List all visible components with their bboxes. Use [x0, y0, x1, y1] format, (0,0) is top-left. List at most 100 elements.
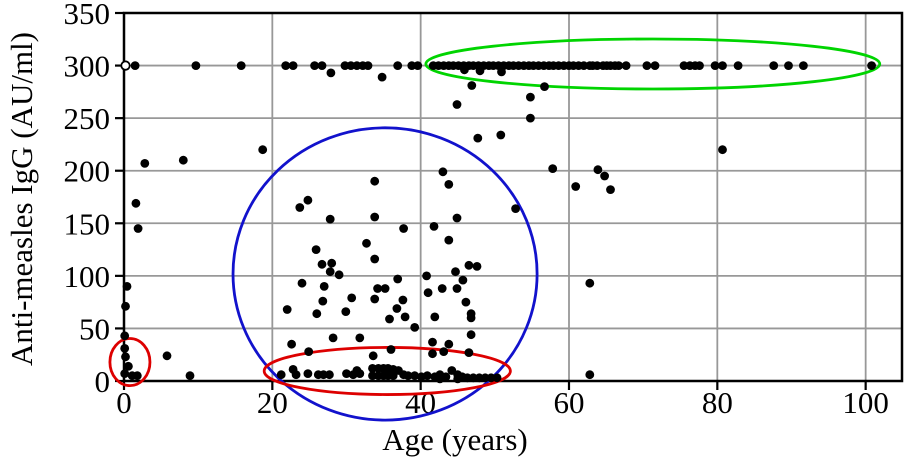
data-point	[121, 301, 130, 311]
data-point	[422, 271, 431, 281]
red-ellipse-infant-cluster	[108, 337, 152, 388]
data-point	[571, 182, 581, 191]
data-point	[370, 294, 380, 304]
data-point	[428, 349, 437, 359]
data-point	[398, 295, 408, 305]
data-point	[120, 331, 130, 341]
svg-text:350: 350	[64, 0, 111, 31]
data-point	[385, 314, 394, 324]
data-point	[733, 61, 743, 70]
data-point	[311, 245, 321, 255]
data-point	[130, 61, 140, 70]
svg-text:200: 200	[64, 154, 111, 189]
data-point	[437, 284, 447, 293]
blue-ellipse-mid-age-cluster	[231, 126, 539, 422]
data-point	[452, 213, 462, 223]
data-point	[140, 159, 150, 168]
data-point	[318, 296, 328, 306]
data-point	[621, 61, 631, 70]
svg-text:20: 20	[257, 385, 288, 420]
data-point	[600, 171, 609, 181]
data-point	[784, 61, 793, 70]
data-point	[452, 100, 462, 109]
data-point	[377, 72, 387, 82]
data-point	[400, 312, 410, 322]
data-point	[464, 260, 474, 270]
data-point	[319, 282, 329, 291]
data-point	[466, 313, 476, 323]
data-point	[429, 222, 439, 231]
data-point	[799, 61, 808, 70]
data-point	[120, 344, 130, 353]
data-point	[310, 61, 319, 70]
data-point	[373, 284, 382, 293]
data-point	[496, 130, 506, 140]
data-point	[444, 180, 454, 189]
data-point	[342, 369, 351, 378]
data-point	[355, 333, 365, 343]
data-point	[403, 371, 413, 381]
data-point	[393, 274, 403, 284]
data-point	[511, 204, 520, 214]
data-point	[317, 61, 327, 70]
data-point	[162, 351, 172, 361]
data-point	[303, 369, 313, 378]
data-point	[867, 61, 876, 70]
data-point	[410, 323, 420, 332]
data-point	[464, 348, 474, 357]
data-point	[718, 145, 727, 155]
data-point	[178, 155, 188, 165]
data-point	[423, 288, 433, 298]
data-point	[606, 185, 615, 195]
data-point	[439, 347, 449, 356]
data-point	[312, 309, 322, 319]
data-point	[370, 176, 380, 186]
data-point	[472, 262, 482, 271]
data-point	[695, 61, 704, 70]
svg-text:150: 150	[64, 206, 111, 241]
data-point	[281, 61, 291, 70]
data-point	[303, 195, 313, 205]
data-point	[133, 224, 143, 233]
data-point	[718, 61, 727, 70]
data-point	[368, 351, 378, 361]
data-point	[467, 81, 477, 90]
data-point	[441, 372, 451, 382]
data-point	[282, 305, 292, 314]
data-point	[526, 113, 535, 123]
gridlines	[124, 13, 902, 381]
data-point	[317, 259, 327, 269]
data-point	[585, 370, 595, 380]
data-point	[325, 214, 335, 224]
data-point	[650, 61, 660, 70]
svg-text:250: 250	[64, 101, 111, 136]
data-point	[122, 282, 132, 291]
data-point	[392, 304, 402, 313]
data-point	[288, 61, 298, 70]
data-point	[466, 330, 476, 340]
data-point	[258, 145, 268, 155]
plot-border	[122, 11, 904, 383]
data-point	[355, 369, 365, 378]
data-point	[276, 370, 286, 380]
data-point	[185, 371, 195, 381]
data-points	[120, 60, 876, 384]
data-point	[287, 339, 296, 349]
data-point	[295, 203, 305, 212]
data-point	[347, 293, 357, 303]
data-point	[123, 361, 133, 371]
data-point	[430, 312, 440, 322]
data-point	[236, 61, 246, 70]
data-point	[614, 61, 624, 70]
data-point	[399, 224, 408, 233]
green-ellipse-high-titer-row	[424, 37, 882, 91]
data-point	[393, 61, 403, 70]
svg-text:50: 50	[79, 311, 110, 346]
data-point	[334, 270, 344, 280]
data-point	[131, 198, 141, 208]
data-point	[120, 369, 130, 378]
svg-text:80: 80	[702, 385, 733, 420]
data-point	[291, 370, 301, 380]
data-point	[370, 254, 380, 264]
